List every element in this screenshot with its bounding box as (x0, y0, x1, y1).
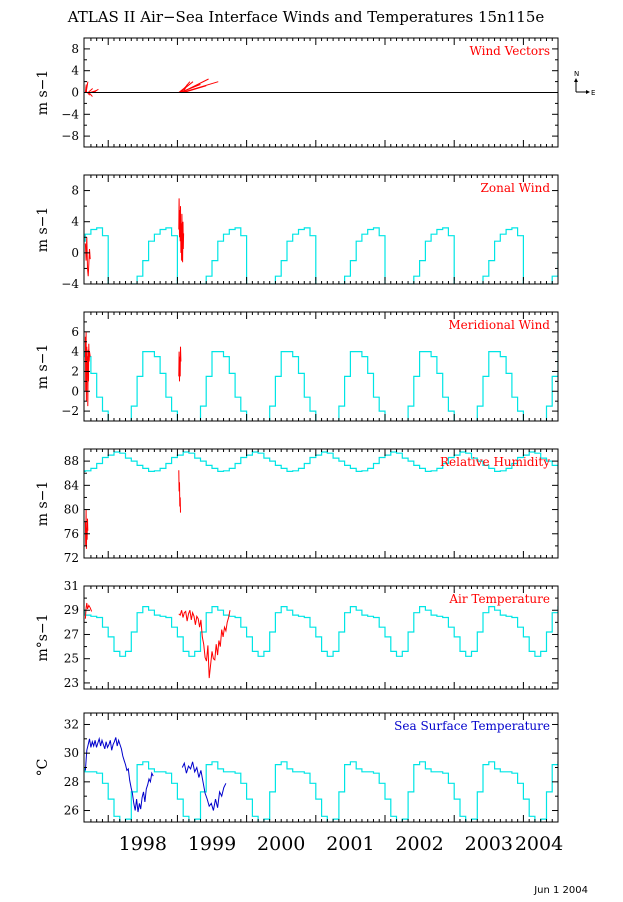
year-axis-labels: 1998 1999 2000 2001 2002 2003 2004 (119, 833, 564, 855)
plot-area (84, 602, 558, 679)
plot-area (84, 198, 558, 284)
figure-title: ATLAS II Air−Sea Interface Winds and Tem… (67, 8, 545, 26)
compass-east-head (586, 90, 590, 94)
panel-1: −8 −4 0 4 8 Wind Vectors m s−1 (35, 37, 559, 148)
y-axis-label: m s−1 (35, 207, 51, 253)
y-axis-label: m s−1 (35, 70, 51, 116)
plot-area (84, 331, 558, 421)
compass-north-head (574, 78, 578, 82)
measured-line (84, 198, 185, 277)
panel-title: Meridional Wind (448, 318, 550, 332)
panel-6: 26 28 30 32 Sea Surface Temperature °C (35, 712, 559, 823)
climatology-line (84, 351, 558, 421)
measured-line (84, 736, 227, 813)
year-label: 2001 (326, 833, 374, 855)
date-stamp: Jun 1 2004 (533, 885, 588, 896)
year-label: 2003 (465, 833, 513, 855)
y-tick-label: 25 (64, 652, 79, 666)
wind-vector (85, 87, 88, 93)
panel-title: Sea Surface Temperature (394, 719, 550, 733)
y-axis-label: m s−1 (35, 481, 51, 527)
y-tick-label: 80 (64, 503, 79, 517)
y-tick-label: 29 (64, 603, 79, 617)
year-label: 2004 (515, 833, 563, 855)
plot-area (84, 451, 558, 549)
y-tick-label: 0 (71, 384, 79, 398)
year-label: 2000 (257, 833, 305, 855)
panel-3: −2 0 2 4 6 Meridional Wind m s−1 (35, 311, 559, 422)
y-tick-label: 4 (71, 215, 79, 229)
y-tick-label: 0 (71, 246, 79, 260)
panel-frame (83, 174, 559, 285)
climatology-line (84, 761, 558, 822)
compass-rose: N E (574, 70, 595, 97)
year-label: 2002 (395, 833, 443, 855)
plot-area (84, 736, 558, 822)
y-tick-label: 8 (71, 184, 79, 198)
panel-2: −4 0 4 8 Zonal Wind m s−1 (35, 174, 559, 291)
y-tick-label: 8 (71, 42, 79, 56)
y-tick-label: 4 (71, 345, 79, 359)
y-tick-label: −8 (61, 129, 79, 143)
wind-vector (92, 88, 99, 93)
y-tick-label: 72 (64, 551, 79, 565)
year-label: 1999 (188, 833, 236, 855)
y-tick-label: 88 (64, 454, 79, 468)
measured-line (84, 470, 181, 549)
wind-vector (182, 84, 188, 93)
y-tick-label: 32 (64, 717, 79, 731)
panel-title: Zonal Wind (481, 181, 551, 195)
y-tick-label: 27 (64, 627, 79, 641)
y-axis-label: m°s−1 (35, 613, 51, 661)
measured-line (84, 602, 231, 679)
y-tick-label: −4 (61, 107, 79, 121)
y-tick-label: 84 (64, 478, 80, 492)
climatology-line (84, 606, 558, 657)
panel-5: 23 25 27 29 31 Air Temperature m°s−1 (35, 579, 559, 690)
measured-line (84, 331, 182, 407)
year-label: 1998 (119, 833, 167, 855)
panel-frame (83, 448, 559, 559)
panel-4: 72 76 80 84 88 Relative Humidity m s−1 (35, 448, 559, 565)
panel-title: Wind Vectors (469, 44, 550, 58)
panel-frame (83, 585, 559, 690)
panel-title: Air Temperature (448, 592, 550, 606)
compass-east-label: E (591, 89, 595, 97)
wind-vector (180, 81, 191, 93)
y-tick-label: 30 (64, 746, 79, 760)
y-axis-label: °C (35, 759, 51, 777)
wind-vector (88, 92, 93, 97)
y-tick-label: 76 (64, 527, 79, 541)
wind-vector (183, 85, 207, 93)
y-tick-label: 23 (64, 676, 79, 690)
panel-title: Relative Humidity (440, 455, 550, 469)
climatology-line (84, 451, 558, 472)
wind-vector (181, 78, 209, 93)
y-tick-label: 28 (64, 775, 79, 789)
y-tick-label: −4 (61, 277, 79, 291)
y-tick-label: −2 (61, 404, 79, 418)
compass-north-label: N (574, 70, 579, 78)
y-axis-label: m s−1 (35, 344, 51, 390)
y-tick-label: 6 (71, 325, 79, 339)
y-tick-label: 31 (64, 579, 79, 593)
y-tick-label: 26 (64, 804, 79, 818)
panel-frame (83, 311, 559, 422)
y-tick-label: 4 (71, 64, 79, 78)
plot-area (84, 78, 219, 97)
y-tick-label: 0 (71, 86, 79, 100)
wind-vector (87, 88, 93, 93)
y-tick-label: 2 (71, 364, 79, 378)
panels: −8 −4 0 4 8 Wind Vectors m s−1 −4 0 4 8 Zonal Wind m… (35, 37, 559, 823)
